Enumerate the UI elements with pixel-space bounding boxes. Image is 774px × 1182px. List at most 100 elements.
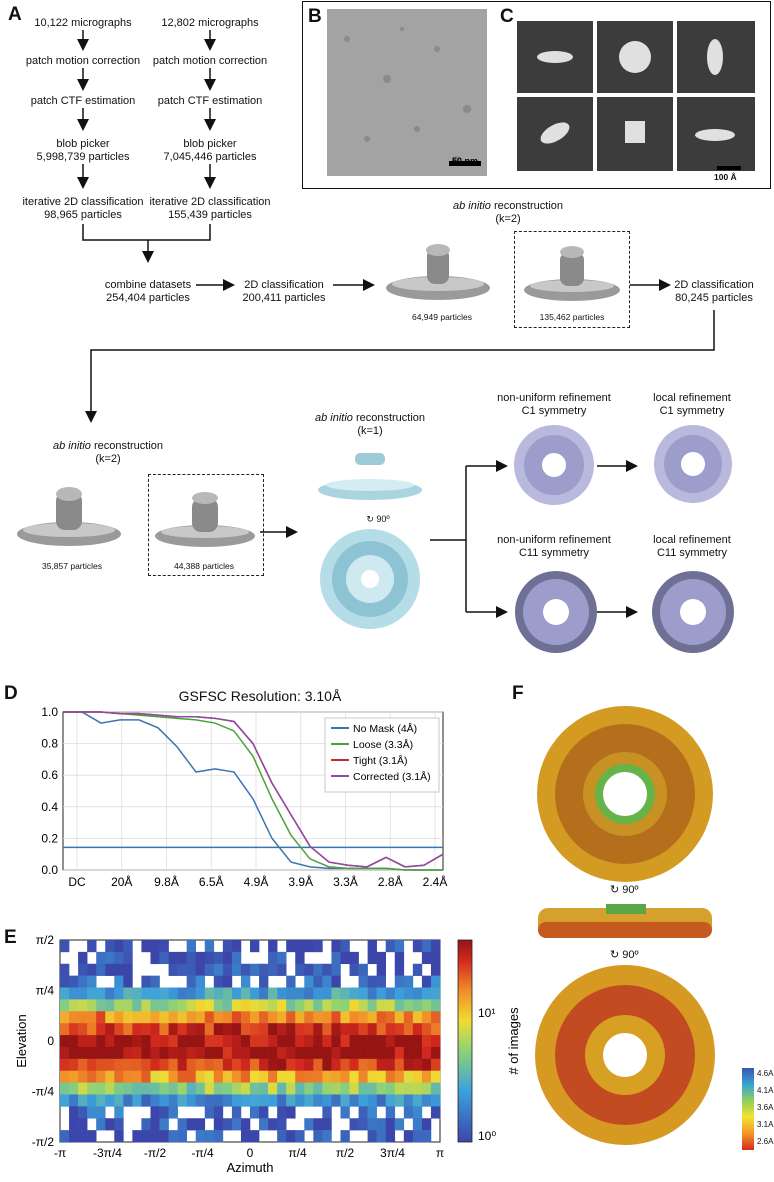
heatmap-cell [421, 1046, 432, 1060]
panel-label-d: D [4, 683, 18, 704]
heatmap-cell [322, 987, 332, 1000]
heatmap-cell [322, 1118, 332, 1131]
heatmap-cell [195, 1035, 206, 1048]
heatmap-cell [168, 1023, 178, 1036]
heatmap-cell [159, 1023, 169, 1036]
heatmap-cell [222, 1011, 233, 1024]
heatmap-cell [430, 1046, 441, 1060]
heatmap-cell [195, 1023, 206, 1036]
heatmap-cell [412, 1023, 423, 1036]
right-ctf: patch CTF estimation [157, 95, 263, 107]
heatmap-cell [213, 1046, 224, 1060]
heatmap-cell [159, 1118, 169, 1131]
heatmap-cell [78, 1058, 88, 1072]
heatmap-cell [105, 951, 115, 965]
heatmap-cell [430, 1035, 441, 1048]
heatmap-cell [186, 1058, 197, 1072]
heatmap-cell [277, 1118, 287, 1131]
heatmap-cell [331, 963, 341, 976]
panel-label-e: E [4, 927, 17, 948]
heatmap-cell [376, 1094, 387, 1107]
heatmap-cell [222, 1094, 233, 1107]
heatmap-cell [213, 1058, 224, 1072]
heatmap-cell [421, 975, 432, 988]
heatmap-cell [87, 1070, 97, 1083]
abinitio-k2-2: (k=2) [95, 453, 121, 465]
heatmap-cell [195, 999, 206, 1012]
heatmap-cell [150, 1130, 160, 1143]
heatmap-cell [331, 1094, 341, 1107]
heatmap-cell [150, 940, 160, 953]
heatmap-cell [69, 1023, 79, 1036]
heatmap-cell [376, 1130, 387, 1143]
heatmap-cell [132, 1011, 142, 1024]
abinitio-title-1: ab initio reconstruction [452, 200, 564, 212]
heatmap-cell [376, 975, 387, 988]
heatmap-cell [177, 1118, 187, 1131]
heatmap-cell [295, 940, 305, 953]
heatmap-cell [250, 1023, 260, 1036]
heatmap-cell [304, 1035, 314, 1048]
heatmap-cell [412, 963, 423, 976]
heatmap-cell [195, 963, 206, 976]
heatmap-cell [259, 1082, 269, 1095]
heatmap-cell [367, 1106, 377, 1119]
heatmap-cell [376, 1046, 387, 1060]
nu-c11-sym: C11 symmetry [518, 547, 590, 559]
heatmap-cell [204, 1058, 215, 1072]
heatmap-cell [231, 1118, 242, 1131]
heatmap-cell [150, 975, 160, 988]
heatmap-cell [204, 1011, 215, 1024]
heatmap-cell [240, 1023, 251, 1036]
heatmap-x-tick: -π/2 [144, 1146, 167, 1160]
heatmap-cell [349, 999, 359, 1012]
heatmap-cell [177, 1046, 187, 1060]
heatmap-cell [159, 1106, 169, 1119]
heatmap-cell [177, 1130, 187, 1143]
map-k1-side [315, 445, 425, 505]
heatmap-cell [222, 951, 233, 965]
heatmap-cell [277, 999, 287, 1012]
heatmap-cell [78, 963, 88, 976]
heatmap-cell [204, 1130, 215, 1143]
heatmap-cell [358, 987, 368, 1000]
heatmap-cell [60, 987, 70, 1000]
heatmap-cell [231, 1106, 242, 1119]
heatmap-cell [204, 1023, 215, 1036]
left-2d-count: 98,965 particles [44, 209, 122, 221]
heatmap-cell [394, 1023, 405, 1036]
heatmap-colorbar-tick: 10⁰ [478, 1129, 496, 1143]
heatmap-cell [213, 951, 224, 965]
heatmap-cell [222, 1046, 233, 1060]
heatmap-cell [313, 1011, 323, 1024]
heatmap-cell [105, 1070, 115, 1083]
heatmap-cell [412, 1058, 423, 1072]
heatmap-cell [358, 1023, 368, 1036]
heatmap-cell [87, 963, 97, 976]
heatmap-cell [268, 987, 278, 1000]
heatmap-cell [349, 1082, 359, 1095]
heatmap-cell [240, 1058, 251, 1072]
heatmap-cell [105, 1058, 115, 1072]
local-c1-sym: C1 symmetry [659, 405, 725, 417]
heatmap-cell [340, 999, 350, 1012]
class2d1-label: 2D classification [244, 279, 324, 291]
heatmap-cell [349, 987, 359, 1000]
heatmap-cell [286, 1094, 296, 1107]
heatmap-cell [105, 1118, 115, 1131]
heatmap-cell [195, 987, 206, 1000]
heatmap-cell [304, 987, 314, 1000]
heatmap-cell [385, 1011, 396, 1024]
heatmap-cell [331, 1023, 341, 1036]
heatmap-y-tick: -π/4 [32, 1085, 55, 1099]
heatmap-cell [304, 963, 314, 976]
heatmap-cell [69, 1011, 79, 1024]
heatmap-cell [222, 975, 233, 988]
abinitio-k1: (k=1) [357, 425, 383, 437]
heatmap-cell [421, 1082, 432, 1095]
heatmap-cell [430, 975, 441, 988]
heatmap-cell [177, 1023, 187, 1036]
heatmap-cell [186, 963, 197, 976]
heatmap-cell [105, 940, 115, 953]
heatmap-cell [78, 1070, 88, 1083]
